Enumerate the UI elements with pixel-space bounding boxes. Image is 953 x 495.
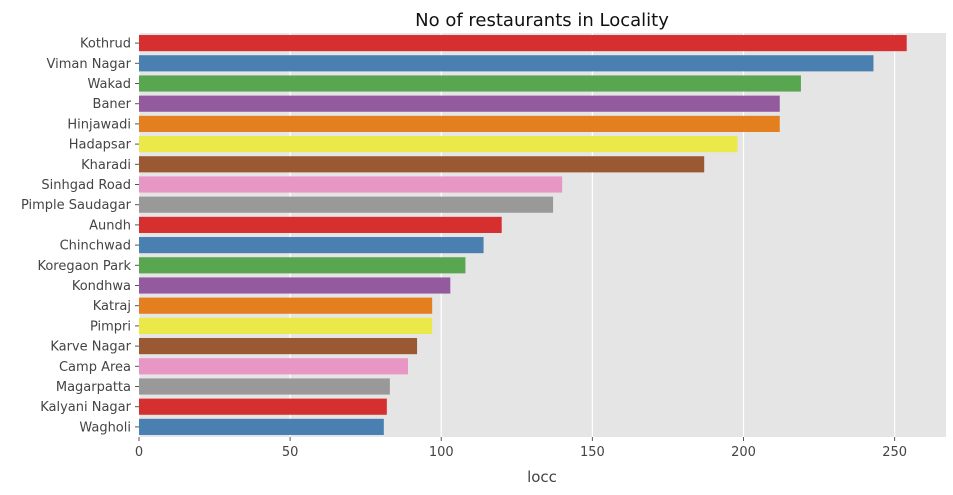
bar: [139, 277, 451, 294]
bar: [139, 55, 874, 72]
bar: [139, 35, 907, 52]
category-label: Katraj: [93, 299, 131, 314]
bar: [139, 75, 801, 92]
category-label: Hadapsar: [69, 138, 132, 153]
category-label: Karve Nagar: [50, 340, 131, 355]
bar: [139, 398, 387, 415]
x-tick-label: 0: [135, 445, 143, 460]
category-label: Viman Nagar: [47, 57, 132, 72]
x-tick-label: 50: [282, 445, 299, 460]
bar: [139, 136, 738, 153]
x-axis-label: locc: [527, 468, 557, 486]
category-label: Camp Area: [59, 360, 131, 375]
bar: [139, 156, 705, 173]
chart-title: No of restaurants in Locality: [415, 10, 669, 31]
category-label: Baner: [93, 97, 132, 112]
category-label: Koregaon Park: [37, 259, 131, 274]
x-tick-labels: 0 50 100 150 200 250: [135, 437, 907, 460]
bar: [139, 358, 408, 375]
bar: [139, 257, 466, 274]
category-label: Kharadi: [81, 158, 131, 173]
category-label: Pimple Saudagar: [21, 198, 132, 213]
bar: [139, 176, 563, 193]
category-label: Chinchwad: [60, 239, 131, 254]
category-label: Kalyani Nagar: [40, 400, 131, 415]
category-label: Pimpri: [90, 319, 131, 334]
bar: [139, 378, 390, 395]
category-label: Kothrud: [80, 37, 131, 52]
category-label: Wakad: [87, 77, 131, 92]
category-label: Wagholi: [79, 420, 131, 435]
bar: [139, 115, 780, 132]
bar: [139, 237, 484, 254]
plot-background: [139, 33, 946, 437]
category-label: Aundh: [89, 218, 131, 233]
bar: [139, 95, 780, 112]
bar: [139, 317, 433, 334]
bar: [139, 418, 384, 435]
bar: [139, 216, 502, 233]
x-tick-label: 200: [731, 445, 756, 460]
category-label: Kondhwa: [72, 279, 131, 294]
x-tick-label: 150: [580, 445, 605, 460]
category-label: Hinjawadi: [67, 117, 131, 132]
bars: [139, 35, 907, 435]
x-tick-label: 100: [429, 445, 454, 460]
bar: [139, 196, 554, 213]
bar: [139, 297, 433, 314]
category-label: Sinhgad Road: [41, 178, 131, 193]
category-label: Magarpatta: [56, 380, 131, 395]
x-tick-label: 250: [882, 445, 907, 460]
category-labels: Kothrud Viman Nagar Wakad Baner Hinjawadi Had…: [21, 37, 139, 435]
bar: [139, 338, 418, 355]
